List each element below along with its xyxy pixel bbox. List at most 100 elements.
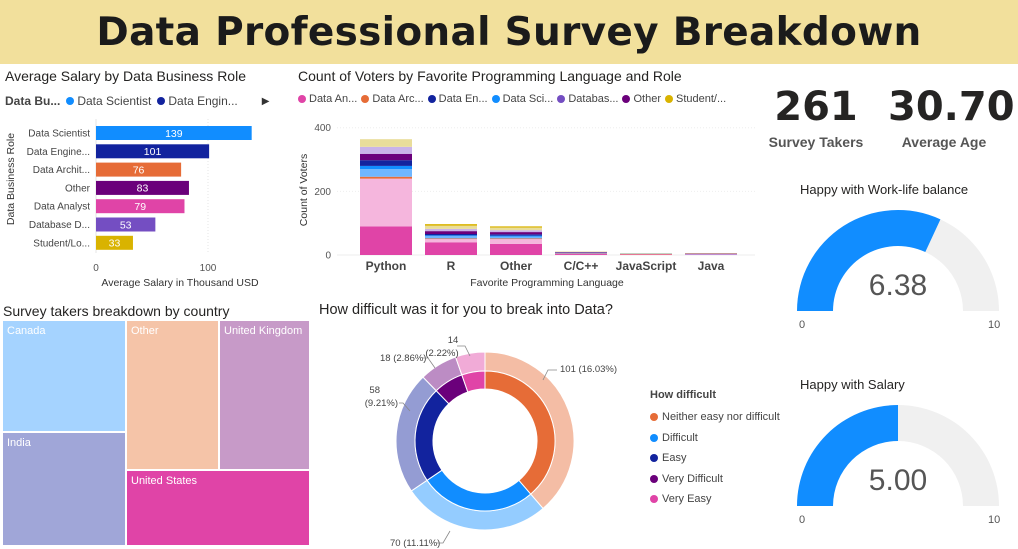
voters-bar-segment[interactable]	[685, 253, 737, 255]
voters-legend-label: Databas...	[568, 93, 619, 105]
voters-legend-label: Data An...	[309, 93, 358, 105]
salary-bar[interactable]	[96, 235, 133, 250]
voters-bar-segment[interactable]	[360, 169, 412, 177]
voters-legend-item[interactable]: Data Sci...	[491, 93, 553, 105]
voters-bar-segment[interactable]	[555, 254, 607, 255]
salary-bar[interactable]	[96, 199, 185, 214]
voters-bar-segment[interactable]	[425, 228, 477, 232]
voters-bar-segment[interactable]	[490, 238, 542, 240]
legend-dot-icon	[157, 97, 166, 105]
gauge-value-label: 6.38	[869, 269, 927, 302]
voters-legend-item[interactable]: Student/...	[665, 93, 726, 105]
salary-bar-label: 76	[133, 164, 145, 176]
salary-chart-title: Average Salary by Data Business Role	[5, 68, 246, 84]
voters-bar-segment[interactable]	[360, 153, 412, 161]
salary-bar[interactable]	[96, 217, 156, 232]
treemap-cell-india[interactable]: India	[2, 432, 126, 546]
donut-legend-item[interactable]: Difficult	[650, 428, 780, 449]
voters-bar-segment[interactable]	[490, 236, 542, 239]
treemap-label: Other	[131, 325, 159, 337]
voters-bar-segment[interactable]	[425, 242, 477, 255]
donut-legend-label: Very Difficult	[662, 472, 723, 485]
voters-bar-segment[interactable]	[490, 243, 542, 255]
voters-bar-segment[interactable]	[620, 253, 672, 255]
treemap-cell-united-states[interactable]: United States	[126, 470, 310, 546]
voters-bar-segment[interactable]	[685, 254, 737, 255]
voters-bar-segment[interactable]	[490, 227, 542, 231]
voters-bar-segment[interactable]	[360, 176, 412, 179]
salary-category-label: Data Analyst	[34, 202, 90, 213]
donut-legend-item[interactable]: Easy	[650, 448, 780, 469]
voters-bar-segment[interactable]	[425, 235, 477, 237]
voters-bar-segment[interactable]	[555, 252, 607, 253]
voters-legend-item[interactable]: Other	[622, 93, 661, 105]
treemap-cell-canada[interactable]: Canada	[2, 320, 126, 432]
salary-bar-label: 53	[120, 219, 132, 231]
voters-bar-segment[interactable]	[620, 254, 672, 255]
voters-bar-segment[interactable]	[685, 254, 737, 255]
voters-bar-segment[interactable]	[425, 225, 477, 229]
voters-bar-segment[interactable]	[620, 253, 672, 255]
voters-bar-segment[interactable]	[490, 235, 542, 237]
voters-bar-segment[interactable]	[360, 165, 412, 170]
voters-bar-segment[interactable]	[555, 252, 607, 254]
salary-gauge-title: Happy with Salary	[800, 377, 905, 392]
survey-takers-label: Survey Takers	[768, 134, 864, 150]
voters-bar-segment[interactable]	[685, 253, 737, 255]
donut-legend-label: Very Easy	[662, 493, 712, 506]
donut-inner-slice[interactable]	[461, 370, 486, 393]
voters-legend-item[interactable]: Data Arc...	[361, 93, 424, 105]
donut-legend[interactable]: How difficult Neither easy nor difficult…	[650, 389, 780, 510]
voters-bar-segment[interactable]	[360, 160, 412, 166]
voters-bar-segment[interactable]	[360, 226, 412, 255]
voters-bar-segment[interactable]	[555, 251, 607, 253]
salary-bar[interactable]	[96, 162, 182, 177]
donut-legend-item[interactable]: Very Easy	[650, 489, 780, 510]
voters-bar-segment[interactable]	[425, 239, 477, 243]
voters-bar-segment[interactable]	[620, 253, 672, 254]
voters-bar-segment[interactable]	[490, 230, 542, 233]
salary-gauge: 5.00	[797, 405, 999, 506]
voters-bar-segment[interactable]	[490, 226, 542, 228]
voters-chart-legend[interactable]: Data An... Data Arc... Data En... Data Sci.…	[298, 93, 730, 105]
voters-legend-label: Data Arc...	[372, 93, 424, 105]
voters-category-label: Other	[500, 259, 532, 273]
treemap-cell-united-kingdom[interactable]: United Kingdom	[219, 320, 310, 470]
treemap-cell-other[interactable]: Other	[126, 320, 219, 470]
salary-bar[interactable]	[96, 126, 252, 140]
salary-legend-item[interactable]: Data Scientist	[66, 94, 151, 108]
voters-bar-segment[interactable]	[360, 139, 412, 147]
voters-legend-item[interactable]: Databas...	[557, 93, 618, 105]
donut-label-neither: 101 (16.03%)	[560, 364, 617, 375]
voters-bar-segment[interactable]	[490, 239, 542, 244]
donut-legend-item[interactable]: Very Difficult	[650, 469, 780, 490]
voters-bar-segment[interactable]	[555, 252, 607, 254]
voters-bar-segment[interactable]	[555, 251, 607, 253]
voters-bar-segment[interactable]	[685, 253, 737, 254]
voters-legend-item[interactable]: Data En...	[427, 93, 488, 105]
donut-label-easy-pct: (9.21%)	[365, 398, 398, 409]
voters-bar-segment[interactable]	[555, 253, 607, 255]
voters-bar-segment[interactable]	[490, 232, 542, 235]
voters-category-label: Java	[698, 259, 725, 273]
voters-bar-segment[interactable]	[620, 254, 672, 255]
voters-legend-item[interactable]: Data An...	[298, 93, 357, 105]
voters-bar-segment[interactable]	[490, 234, 542, 236]
voters-bar-segment[interactable]	[425, 238, 477, 240]
salary-bar-label: 101	[144, 146, 162, 158]
voters-bar-segment[interactable]	[555, 253, 607, 254]
voters-category-label: JavaScript	[616, 259, 677, 273]
salary-chart-legend[interactable]: Data Bu... Data Scientist Data Engin... …	[5, 94, 269, 108]
voters-bar-segment[interactable]	[360, 178, 412, 227]
voters-bar-segment[interactable]	[425, 231, 477, 234]
triangle-right-icon[interactable]: ▶	[261, 95, 270, 107]
donut-legend-item[interactable]: Neither easy nor difficult	[650, 407, 780, 428]
voters-bar-segment[interactable]	[360, 146, 412, 154]
voters-bar-segment[interactable]	[425, 224, 477, 226]
salary-legend-item[interactable]: Data Engin...	[157, 94, 238, 108]
voters-xlabel: Favorite Programming Language	[470, 277, 624, 289]
salary-bar[interactable]	[96, 144, 210, 159]
voters-bar-segment[interactable]	[425, 236, 477, 239]
voters-bar-segment[interactable]	[425, 234, 477, 236]
salary-bar[interactable]	[96, 180, 189, 195]
